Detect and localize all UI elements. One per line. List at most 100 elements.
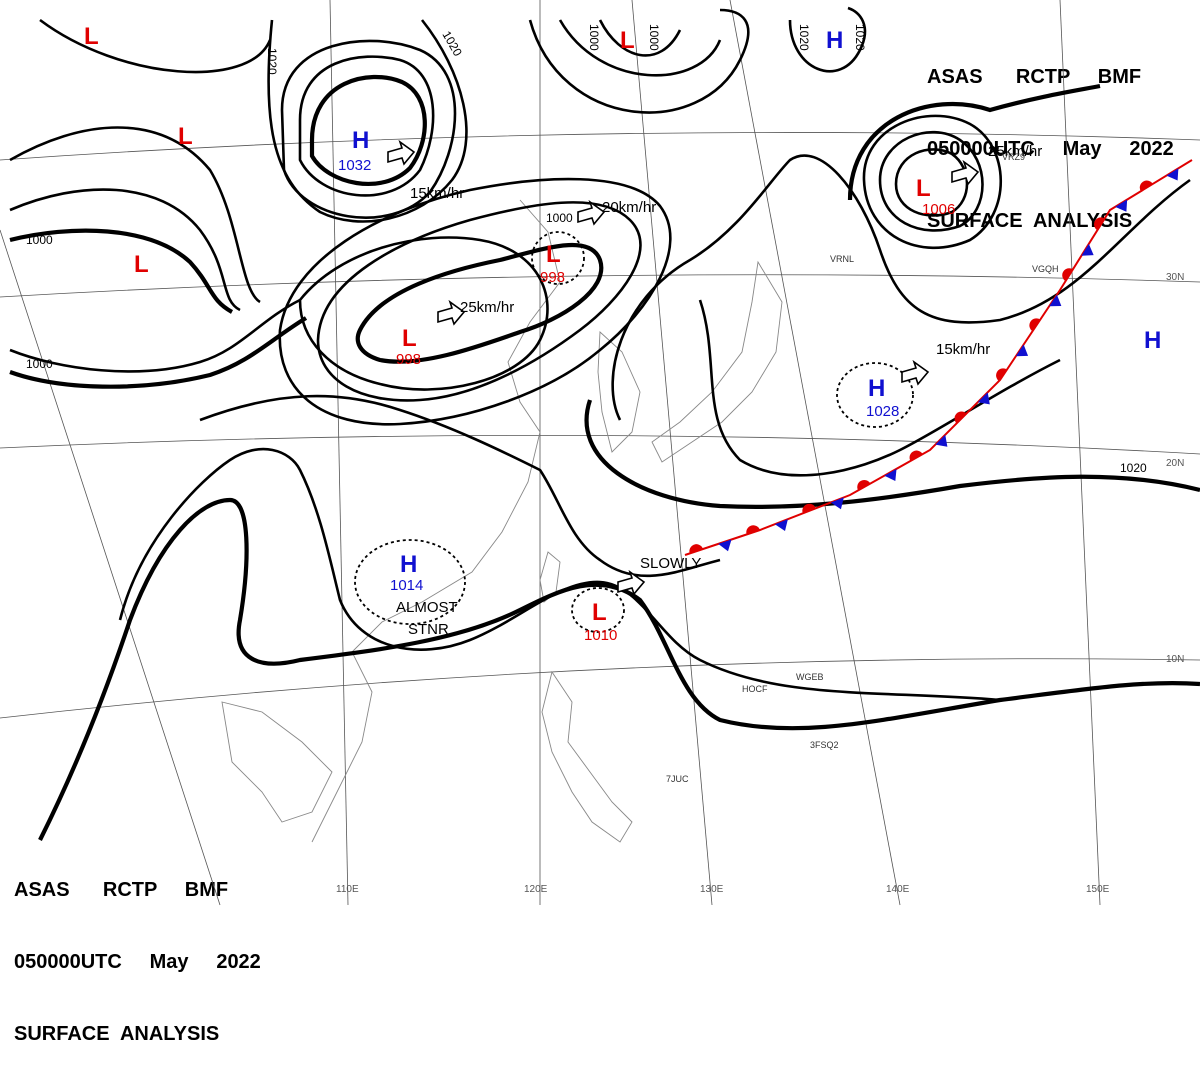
isobars bbox=[9, 6, 1200, 841]
motion-arrows: 15km/hr 20km/hr 25km/hr 25km/hr 15km/hr … bbox=[387, 139, 1042, 638]
ship-call-sign: VRZ9 bbox=[1002, 152, 1025, 162]
warm-front-semicircle bbox=[1094, 217, 1105, 231]
isobar-1020-thick-north bbox=[309, 74, 427, 187]
high-center-symbol: H bbox=[400, 551, 417, 578]
isobar-label: 1000 bbox=[546, 211, 573, 225]
cold-front-triangle bbox=[977, 392, 990, 405]
high-center-pressure: 1014 bbox=[390, 577, 423, 594]
motion-arrow bbox=[617, 569, 646, 596]
isobar-1020-ne-thick bbox=[847, 83, 1101, 201]
warm-front-semicircle bbox=[909, 450, 923, 461]
isobar-wave-east-2 bbox=[598, 19, 682, 57]
coast-japan bbox=[651, 260, 783, 463]
coast-philippines bbox=[541, 670, 633, 843]
isobar-label: 1020 bbox=[853, 24, 867, 51]
cold-front-triangle bbox=[1081, 243, 1094, 256]
motion-arrow bbox=[577, 199, 606, 226]
isobar-wave-east-1 bbox=[558, 19, 722, 77]
dashed-ring-1014 bbox=[354, 539, 466, 625]
lat-label-20n: 20N bbox=[1166, 458, 1184, 469]
low-center-symbol: L bbox=[178, 123, 193, 150]
isobar-label: 1000 bbox=[587, 24, 601, 51]
isobar-high-ring-1 bbox=[298, 55, 435, 197]
high-center-symbol: H bbox=[352, 127, 369, 154]
warm-front-semicircle bbox=[802, 503, 816, 514]
header-issuer: ASAS RCTP BMF bbox=[927, 66, 1142, 88]
pressure-centers: L L L L H H 1032 L 998 L 998 L 1006 H 10… bbox=[84, 23, 1161, 644]
low-center-symbol: L bbox=[592, 599, 607, 626]
lon-label-150e: 150E bbox=[1086, 884, 1110, 895]
cold-front-triangle bbox=[1115, 199, 1128, 212]
high-center-pressure: 1028 bbox=[866, 403, 899, 420]
isobar-south-1 bbox=[118, 447, 1001, 702]
dashed-ring-1010 bbox=[571, 587, 625, 633]
warm-front-semicircle bbox=[746, 525, 760, 535]
coastlines bbox=[221, 199, 783, 843]
low-center-symbol: L bbox=[546, 241, 561, 268]
low-center-pressure: 998 bbox=[540, 269, 565, 286]
lat-label-30n: 30N bbox=[1166, 272, 1184, 283]
isobar-west-2 bbox=[9, 188, 241, 312]
cold-front-triangle bbox=[1049, 294, 1062, 307]
isobar-label: 1000 bbox=[26, 357, 53, 371]
motion-arrow bbox=[387, 139, 416, 166]
warm-front-semicircle bbox=[1139, 180, 1153, 192]
dashed-isobars bbox=[354, 231, 914, 633]
cold-front-triangle bbox=[774, 519, 788, 532]
warm-front-semicircle bbox=[689, 544, 704, 554]
isobar-label: 1020 bbox=[265, 48, 279, 75]
low-center-pressure: 1006 bbox=[922, 201, 955, 218]
lat-line-10n bbox=[0, 658, 1200, 719]
motion-speed-label: 15km/hr bbox=[936, 341, 990, 358]
isobar-west-1 bbox=[9, 126, 261, 304]
low-center-symbol: L bbox=[84, 23, 99, 50]
low-center-symbol: L bbox=[916, 175, 931, 202]
front bbox=[684, 159, 1193, 556]
ship-call-sign: HOCF bbox=[742, 684, 768, 694]
isobar-low-ring-2 bbox=[894, 148, 969, 217]
cold-front-triangle bbox=[830, 497, 844, 510]
motion-arrow bbox=[951, 159, 980, 186]
surface-analysis-map: 30N 20N 10N 110E 120E 130E 140E 150E bbox=[0, 0, 1200, 906]
lon-label-140e: 140E bbox=[886, 884, 910, 895]
isobar-1000-mid bbox=[355, 242, 604, 364]
lat-line-40n bbox=[0, 132, 1200, 161]
lon-label-120e: 120E bbox=[524, 884, 548, 895]
isobar-1020-south-thick bbox=[584, 399, 1200, 509]
dashed-ring-1028 bbox=[836, 362, 914, 428]
high-center-pressure: 1032 bbox=[338, 157, 371, 174]
high-center-symbol: H bbox=[868, 375, 885, 402]
stationary-note-line2: STNR bbox=[408, 621, 449, 638]
lon-line-130e bbox=[631, 0, 713, 906]
motion-arrow bbox=[437, 299, 466, 326]
cold-front-triangle bbox=[1166, 168, 1179, 181]
lon-line-140e bbox=[729, 0, 901, 906]
motion-speed-label: 25km/hr bbox=[460, 299, 514, 316]
ship-call-sign: VGQH bbox=[1032, 264, 1059, 274]
lon-line-100e bbox=[0, 229, 221, 906]
lon-line-110e bbox=[329, 0, 349, 906]
ship-call-sign: VRNL bbox=[830, 254, 854, 264]
motion-speed-label: 25km/hr bbox=[988, 143, 1042, 160]
low-center-symbol: L bbox=[134, 251, 149, 278]
isobar-wave-east-3 bbox=[528, 8, 750, 114]
isobar-1000-west bbox=[9, 228, 234, 314]
motion-speed-label: 15km/hr bbox=[410, 185, 464, 202]
front-symbols bbox=[689, 168, 1179, 554]
warm-front-semicircle bbox=[1062, 268, 1073, 282]
warm-front-semicircle bbox=[1029, 318, 1041, 332]
ship-call-sign: 7JUC bbox=[666, 774, 689, 784]
motion-speed-label: SLOWLY bbox=[640, 555, 701, 572]
isobar-label: 1020 bbox=[1120, 461, 1147, 475]
low-center-pressure: 1010 bbox=[584, 627, 617, 644]
isobar-1000-sw bbox=[9, 316, 308, 389]
lat-label-10n: 10N bbox=[1166, 654, 1184, 665]
motion-speed-label: 20km/hr bbox=[602, 199, 656, 216]
low-center-pressure: 998 bbox=[396, 351, 421, 368]
isobar-mid-2 bbox=[316, 201, 642, 402]
graticule: 30N 20N 10N 110E 120E 130E 140E 150E bbox=[0, 0, 1200, 906]
station-plots: HOCF WGEB 3FSQ2 7JUC VRNL VGQH VRZ9 bbox=[666, 152, 1059, 784]
high-center-symbol: H bbox=[1144, 327, 1161, 354]
isobar-label: 1020 bbox=[439, 29, 465, 59]
cold-front-triangle bbox=[718, 539, 732, 552]
